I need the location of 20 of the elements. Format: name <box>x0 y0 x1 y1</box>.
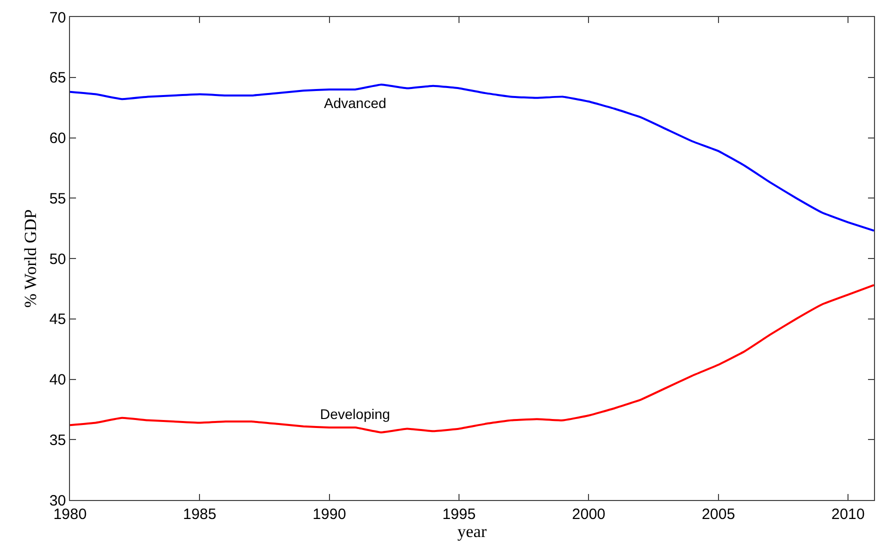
x-tick-label: 2000 <box>572 506 606 523</box>
y-tick-label: 70 <box>49 9 66 26</box>
y-tick-label: 35 <box>49 432 66 449</box>
x-tick-label: 1990 <box>312 506 346 523</box>
y-tick-label: 40 <box>49 372 66 388</box>
y-tick-label: 60 <box>49 130 66 147</box>
series-label: Advanced <box>324 95 386 111</box>
line-series <box>70 84 874 232</box>
y-tick-label: 45 <box>49 311 66 328</box>
y-tick-label: 55 <box>49 190 66 208</box>
x-axis-title: year <box>457 522 487 541</box>
x-tick-label: 2005 <box>702 506 736 523</box>
x-tick-label: 1985 <box>182 506 216 523</box>
series-label: Developing <box>320 406 390 422</box>
y-axis-title: % World GDP <box>20 209 40 308</box>
line-series <box>70 284 874 434</box>
y-tick-label: 65 <box>49 70 66 87</box>
y-tick-label: 50 <box>49 250 66 268</box>
x-tick-label: 1995 <box>442 506 476 523</box>
x-tick-label: 2010 <box>831 506 865 523</box>
